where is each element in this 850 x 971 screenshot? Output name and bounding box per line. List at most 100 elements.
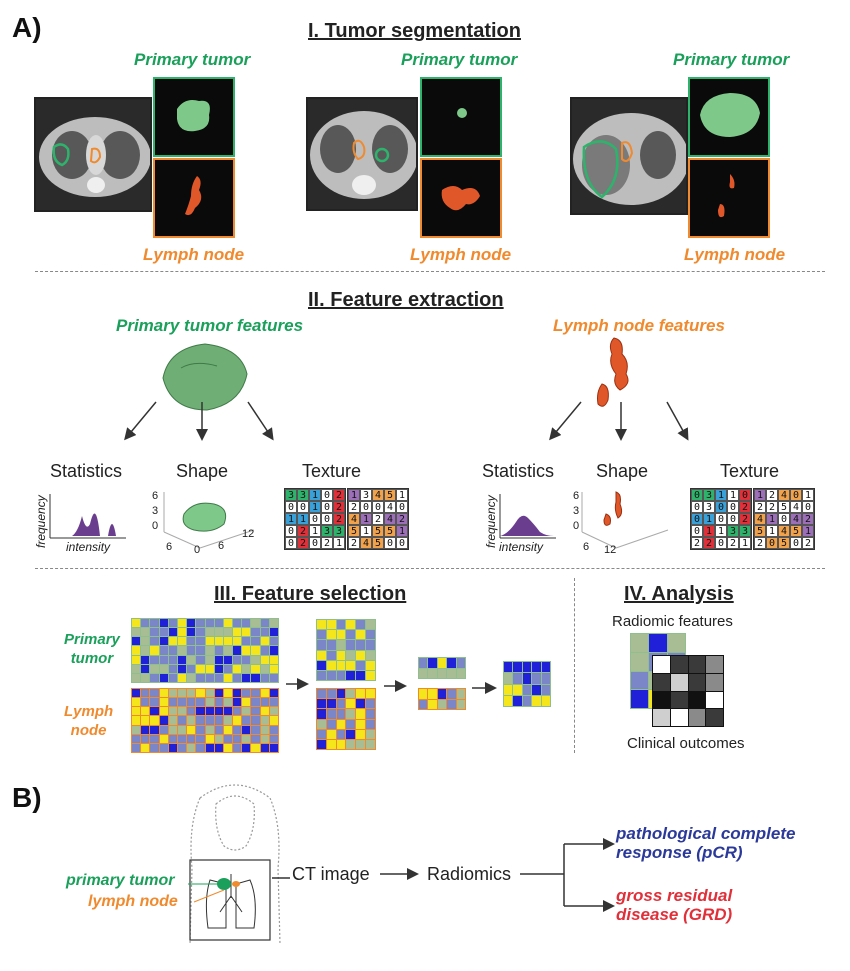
texture-cell: 0 [715,501,727,513]
heatmap-cell [260,689,269,698]
heatmap-cell [437,689,447,699]
texture-cell: 1 [766,525,778,537]
texture-cell: 0 [766,537,778,549]
texture-cell: 2 [372,513,384,525]
heatmap-cell [187,619,196,628]
heatmap-cell [223,655,233,664]
shape-label-primary: Shape [176,461,229,481]
heatmap-cell [214,698,223,707]
primary-tumor-label-case-3: Primary tumor [673,50,790,69]
heatmap-cell [159,664,168,673]
heatmap-cell [150,619,159,628]
heatmap-cell [356,620,366,630]
heatmap-cell [346,719,356,729]
heatmap-cell [223,734,233,743]
texture-cell: 1 [285,513,297,525]
heatmap-cell [437,668,447,678]
heatmap-cell [356,630,366,640]
heatmap-cell [196,698,205,707]
heatmap-cell [233,734,242,743]
lymph-node-render-case-1 [153,158,235,238]
heatmap-cell [326,729,336,739]
texture-cell: 2 [754,501,766,513]
heatmap-cell [269,734,278,743]
heatmap-cell [317,729,326,739]
heatmap-cell [132,743,141,752]
texture-cell: 0 [691,489,703,501]
texture-cell: 2 [396,513,408,525]
texture-cell: 2 [691,537,703,549]
heatmap-cell [346,630,356,640]
heatmap-cell [356,640,366,650]
heatmap-cell [242,637,251,646]
texture-cell: 2 [348,501,360,513]
texture-cell: 0 [309,537,321,549]
heatmap-cell [326,650,336,660]
lymph-node-label-b: lymph node [88,893,178,910]
heatmap-cell [366,640,375,650]
heatmap-cell [141,716,150,725]
heatmap-cell [177,646,187,655]
heatmap-cell [251,664,260,673]
texture-cell: 5 [348,525,360,537]
heatmap-cell [356,699,366,709]
texture-cell: 0 [285,501,297,513]
heatmap-cell [214,689,223,698]
outcome-branch-arrows [520,838,615,912]
body-label-leaders [188,883,225,903]
shape-x-tick-2-lymph: 12 [604,544,617,556]
heatmap-cell [269,655,278,664]
heatmap-cell [168,698,177,707]
pcr-outcome-label: pathological complete response (pCR) [616,824,796,862]
heatmap-cell [242,725,251,734]
heatmap-cell [336,689,346,699]
heatmap-cell [141,655,150,664]
heatmap-cell [346,709,356,719]
heatmap-cell [317,630,326,640]
heatmap-cell [214,707,223,716]
texture-label-primary: Texture [302,461,362,481]
heatmap-cell [251,646,260,655]
outcome-cell [670,691,688,709]
clinical-outcomes-matrix [652,655,724,727]
heatmap-cell [522,662,532,673]
section-title-analysis: IV. Analysis [624,583,734,605]
heatmap-cell [187,707,196,716]
heatmap-cell [233,689,242,698]
heatmap-cell [233,628,242,637]
ct-scan-case-3 [570,97,688,215]
heatmap-cell [132,619,141,628]
heatmap-cell [251,707,260,716]
heatmap-cell [504,695,513,706]
heatmap-cell [317,739,326,749]
heatmap-cell [251,619,260,628]
heatmap-cell [214,655,223,664]
heatmap-cell [317,640,326,650]
heatmap-cell [177,716,187,725]
section-title-segmentation: I. Tumor segmentation [308,20,521,42]
heatmap-cell [419,699,428,709]
heatmap-cell [326,670,336,680]
heatmap-cell [326,660,336,670]
texture-cell: 1 [297,513,309,525]
texture-cell: 1 [754,489,766,501]
heatmap-cell [242,734,251,743]
heatmap-cell [159,689,168,698]
heatmap-cell [177,655,187,664]
heatmap-cell [223,698,233,707]
lymph-node-label-case-2: Lymph node [410,245,512,264]
heatmap-cell [356,650,366,660]
heatmap-cell [269,673,278,682]
heatmap-cell [196,689,205,698]
texture-cell: 1 [703,525,715,537]
texture-cell: 0 [396,537,408,549]
texture-cell: 4 [778,525,790,537]
heatmap-cell [141,646,150,655]
heatmap-cell [366,620,375,630]
heatmap-cell [326,630,336,640]
texture-cell: 0 [727,501,739,513]
heatmap-cell [631,690,649,708]
heatmap-cell [242,664,251,673]
